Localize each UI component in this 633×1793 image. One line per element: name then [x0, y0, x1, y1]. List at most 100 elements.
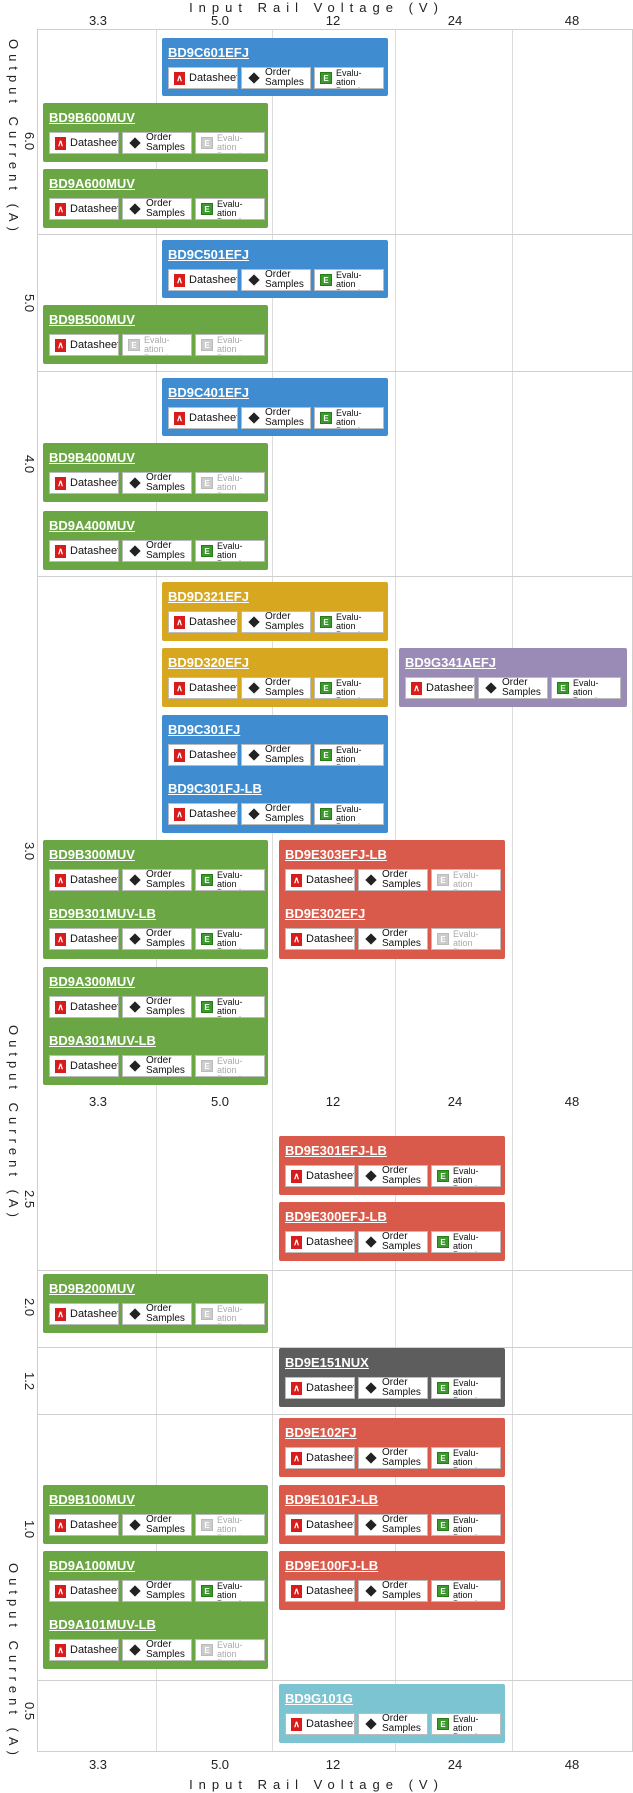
part-number-link[interactable]: BD9B100MUV — [49, 1492, 135, 1507]
order-samples-button[interactable]: Order Samples — [358, 1447, 428, 1469]
datasheet-button[interactable]: ∧ Datasheet — [168, 803, 238, 825]
datasheet-button[interactable]: ∧ Datasheet — [285, 1447, 355, 1469]
order-samples-button[interactable]: Order Samples — [478, 677, 548, 699]
part-number-link[interactable]: BD9A400MUV — [49, 518, 135, 533]
part-number-link[interactable]: BD9A300MUV — [49, 974, 135, 989]
order-samples-button[interactable]: Order Samples — [122, 540, 192, 562]
datasheet-button[interactable]: ∧ Datasheet — [49, 869, 119, 891]
part-number-link[interactable]: BD9B200MUV — [49, 1281, 135, 1296]
order-samples-button[interactable]: Order Samples — [122, 198, 192, 220]
part-number-link[interactable]: BD9C401EFJ — [168, 385, 249, 400]
order-samples-button[interactable]: Order Samples — [241, 407, 311, 429]
datasheet-button[interactable]: ∧ Datasheet — [49, 198, 119, 220]
order-eval-boards-button[interactable]: E Order Evalu-ation Boards — [195, 334, 265, 356]
order-samples-button[interactable]: Order Samples — [122, 1055, 192, 1077]
order-samples-button[interactable]: Order Samples — [358, 1165, 428, 1187]
part-number-link[interactable]: BD9E301EFJ-LB — [285, 1143, 387, 1158]
order-eval-boards-button[interactable]: E Order Evalu-ation Boards — [195, 1055, 265, 1077]
datasheet-button[interactable]: ∧ Datasheet — [49, 996, 119, 1018]
order-eval-boards-button[interactable]: E Order Evalu-ation Boards — [195, 1303, 265, 1325]
part-number-link[interactable]: BD9B400MUV — [49, 450, 135, 465]
part-number-link[interactable]: BD9B301MUV-LB — [49, 906, 156, 921]
order-eval-boards-button[interactable]: E Order Evalu-ation Boards — [431, 1580, 501, 1602]
order-samples-button[interactable]: Order Samples — [122, 1514, 192, 1536]
part-number-link[interactable]: BD9G101G — [285, 1691, 353, 1706]
part-number-link[interactable]: BD9E151NUX — [285, 1355, 369, 1370]
datasheet-button[interactable]: ∧ Datasheet — [168, 67, 238, 89]
datasheet-button[interactable]: ∧ Datasheet — [285, 1165, 355, 1187]
part-number-link[interactable]: BD9A301MUV-LB — [49, 1033, 156, 1048]
datasheet-button[interactable]: ∧ Datasheet — [49, 1514, 119, 1536]
order-eval-boards-button[interactable]: E Order Evalu-ation Boards — [551, 677, 621, 699]
order-eval-boards-button[interactable]: E Order Evalu-ation Boards — [195, 869, 265, 891]
order-samples-button[interactable]: Order Samples — [358, 928, 428, 950]
order-eval-boards-button[interactable]: E Order Evalu-ation Boards — [314, 269, 384, 291]
order-eval-boards-button[interactable]: E Order Evalu-ation Boards — [314, 407, 384, 429]
part-number-link[interactable]: BD9C301FJ — [168, 722, 241, 737]
part-number-link[interactable]: BD9E101FJ-LB — [285, 1492, 379, 1507]
datasheet-button[interactable]: ∧ Datasheet — [285, 1713, 355, 1735]
order-eval-boards-button[interactable]: E Order Evalu-ation Boards — [122, 334, 192, 356]
order-eval-boards-button[interactable]: E Order Evalu-ation Boards — [431, 928, 501, 950]
order-samples-button[interactable]: Order Samples — [122, 132, 192, 154]
order-samples-button[interactable]: Order Samples — [122, 1639, 192, 1661]
order-eval-boards-button[interactable]: E Order Evalu-ation Boards — [431, 1165, 501, 1187]
datasheet-button[interactable]: ∧ Datasheet — [49, 1055, 119, 1077]
datasheet-button[interactable]: ∧ Datasheet — [49, 1303, 119, 1325]
order-samples-button[interactable]: Order Samples — [122, 472, 192, 494]
order-eval-boards-button[interactable]: E Order Evalu-ation Boards — [195, 1514, 265, 1536]
order-samples-button[interactable]: Order Samples — [122, 928, 192, 950]
order-samples-button[interactable]: Order Samples — [241, 269, 311, 291]
order-eval-boards-button[interactable]: E Order Evalu-ation Boards — [431, 1514, 501, 1536]
order-eval-boards-button[interactable]: E Order Evalu-ation Boards — [195, 540, 265, 562]
order-eval-boards-button[interactable]: E Order Evalu-ation Boards — [195, 928, 265, 950]
order-eval-boards-button[interactable]: E Order Evalu-ation Boards — [431, 869, 501, 891]
part-number-link[interactable]: BD9C301FJ-LB — [168, 781, 262, 796]
order-eval-boards-button[interactable]: E Order Evalu-ation Boards — [431, 1377, 501, 1399]
order-eval-boards-button[interactable]: E Order Evalu-ation Boards — [195, 996, 265, 1018]
datasheet-button[interactable]: ∧ Datasheet — [285, 928, 355, 950]
part-number-link[interactable]: BD9B300MUV — [49, 847, 135, 862]
datasheet-button[interactable]: ∧ Datasheet — [49, 540, 119, 562]
datasheet-button[interactable]: ∧ Datasheet — [285, 1231, 355, 1253]
order-eval-boards-button[interactable]: E Order Evalu-ation Boards — [431, 1447, 501, 1469]
order-eval-boards-button[interactable]: E Order Evalu-ation Boards — [195, 1639, 265, 1661]
order-eval-boards-button[interactable]: E Order Evalu-ation Boards — [314, 677, 384, 699]
datasheet-button[interactable]: ∧ Datasheet — [168, 677, 238, 699]
part-number-link[interactable]: BD9E303EFJ-LB — [285, 847, 387, 862]
order-eval-boards-button[interactable]: E Order Evalu-ation Boards — [314, 67, 384, 89]
order-eval-boards-button[interactable]: E Order Evalu-ation Boards — [195, 1580, 265, 1602]
part-number-link[interactable]: BD9E300EFJ-LB — [285, 1209, 387, 1224]
order-samples-button[interactable]: Order Samples — [241, 744, 311, 766]
part-number-link[interactable]: BD9E302EFJ — [285, 906, 366, 921]
order-eval-boards-button[interactable]: E Order Evalu-ation Boards — [314, 744, 384, 766]
order-eval-boards-button[interactable]: E Order Evalu-ation Boards — [195, 132, 265, 154]
order-samples-button[interactable]: Order Samples — [358, 869, 428, 891]
datasheet-button[interactable]: ∧ Datasheet — [168, 269, 238, 291]
order-samples-button[interactable]: Order Samples — [358, 1231, 428, 1253]
order-samples-button[interactable]: Order Samples — [358, 1514, 428, 1536]
order-samples-button[interactable]: Order Samples — [122, 1303, 192, 1325]
part-number-link[interactable]: BD9B500MUV — [49, 312, 135, 327]
datasheet-button[interactable]: ∧ Datasheet — [49, 334, 119, 356]
datasheet-button[interactable]: ∧ Datasheet — [49, 1639, 119, 1661]
order-samples-button[interactable]: Order Samples — [122, 869, 192, 891]
order-eval-boards-button[interactable]: E Order Evalu-ation Boards — [431, 1231, 501, 1253]
datasheet-button[interactable]: ∧ Datasheet — [285, 1514, 355, 1536]
part-number-link[interactable]: BD9D321EFJ — [168, 589, 249, 604]
order-eval-boards-button[interactable]: E Order Evalu-ation Boards — [431, 1713, 501, 1735]
order-samples-button[interactable]: Order Samples — [122, 1580, 192, 1602]
datasheet-button[interactable]: ∧ Datasheet — [168, 744, 238, 766]
part-number-link[interactable]: BD9E102FJ — [285, 1425, 357, 1440]
datasheet-button[interactable]: ∧ Datasheet — [49, 928, 119, 950]
part-number-link[interactable]: BD9C601EFJ — [168, 45, 249, 60]
order-samples-button[interactable]: Order Samples — [358, 1377, 428, 1399]
datasheet-button[interactable]: ∧ Datasheet — [49, 1580, 119, 1602]
part-number-link[interactable]: BD9D320EFJ — [168, 655, 249, 670]
order-eval-boards-button[interactable]: E Order Evalu-ation Boards — [195, 198, 265, 220]
order-samples-button[interactable]: Order Samples — [241, 67, 311, 89]
order-samples-button[interactable]: Order Samples — [241, 611, 311, 633]
datasheet-button[interactable]: ∧ Datasheet — [285, 1580, 355, 1602]
datasheet-button[interactable]: ∧ Datasheet — [285, 1377, 355, 1399]
order-samples-button[interactable]: Order Samples — [241, 677, 311, 699]
